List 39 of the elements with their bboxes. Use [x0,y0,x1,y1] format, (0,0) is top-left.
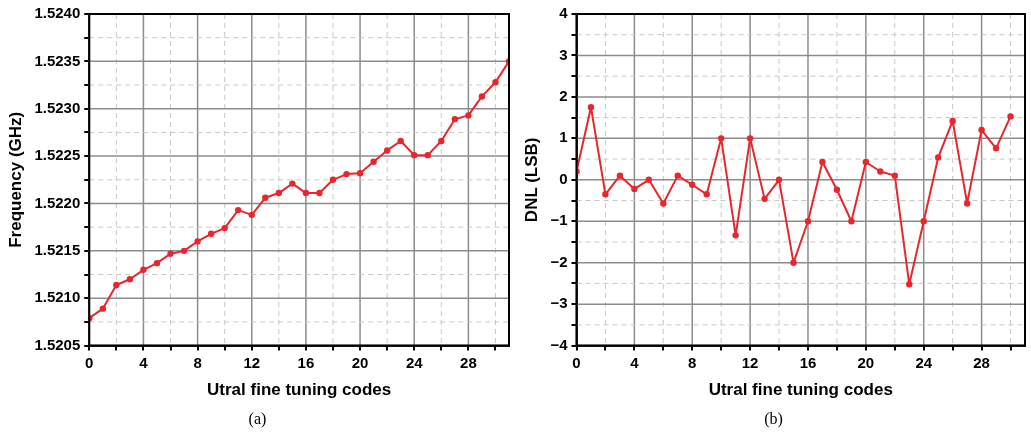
x-tick-label: 8 [193,353,202,371]
x-tick-label: 8 [688,353,697,371]
y-tick-label: 1.5225 [34,146,81,164]
x-axis-title: Utral fine tuning codes [708,380,893,400]
x-tick-label: 28 [973,353,990,371]
x-tick-label: 0 [572,353,581,371]
y-tick-label: −3 [550,294,568,312]
x-tick-label: 28 [460,353,477,371]
y-tick-label: 1.5205 [34,335,81,353]
y-tick-label: −1 [550,211,568,229]
y-axis-title: Frequency (GHz) [5,111,25,248]
y-tick-label: 1.5230 [34,98,81,116]
y-tick-label: 4 [559,4,569,22]
x-tick-label: 0 [85,353,94,371]
y-tick-label: 1.5215 [34,241,81,258]
text: (a) [247,410,268,428]
y-tick-label: 2 [559,87,568,105]
x-tick-label: 24 [405,353,424,371]
y-tick-label: −4 [550,335,569,353]
text: (b) [763,410,784,428]
y-tick-label: 1.5220 [34,193,81,211]
x-tick-label: 12 [741,353,759,371]
y-tick-label: −2 [550,252,568,270]
x-tick-label: 24 [915,353,933,371]
y-tick-label: 1 [559,128,568,146]
y-tick-label: 3 [559,45,568,63]
y-axis-title: DNL (LSB) [521,137,541,223]
x-tick-label: 4 [630,353,640,371]
y-tick-label: 0 [559,169,568,187]
x-tick-label: 20 [351,353,369,371]
x-tick-label: 20 [857,353,875,371]
x-tick-label: 16 [297,353,315,371]
x-tick-label: 12 [243,353,261,371]
y-tick-label: 1.5240 [34,4,81,22]
x-tick-label: 4 [139,353,149,371]
y-tick-label: 1.5210 [34,288,81,306]
x-axis-title: Utral fine tuning codes [207,380,392,400]
x-tick-label: 16 [799,353,817,371]
y-tick-label: 1.5235 [34,51,81,69]
